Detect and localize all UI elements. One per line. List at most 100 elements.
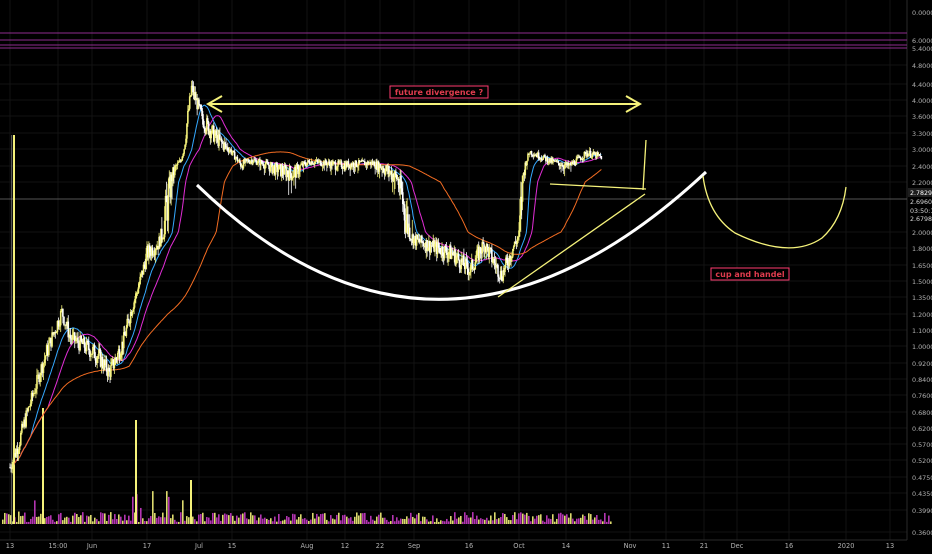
candlesticks — [9, 80, 603, 475]
candle-body — [239, 160, 241, 163]
candle-body — [566, 162, 569, 166]
candle-body — [478, 247, 481, 260]
candle-body — [401, 188, 403, 193]
candle-body — [434, 244, 436, 252]
volume-bar — [480, 518, 482, 524]
candle-body — [531, 154, 534, 156]
candle-body — [471, 259, 474, 270]
candle-body — [414, 235, 416, 239]
candle-body — [21, 423, 23, 433]
volume-bar — [580, 517, 582, 524]
candle-body — [445, 246, 448, 253]
volume-bar — [548, 518, 550, 524]
candle-body — [245, 159, 247, 161]
candle-body — [45, 345, 48, 356]
candle-body — [159, 236, 161, 247]
candle-body — [95, 360, 98, 364]
candle-body — [364, 161, 366, 166]
candle-body — [147, 246, 149, 258]
candle-body — [175, 165, 178, 166]
candle-body — [63, 316, 65, 325]
price-label-box — [908, 188, 932, 197]
candle-body — [258, 159, 260, 161]
candle-body — [394, 171, 396, 178]
candle-body — [470, 259, 473, 265]
volume-bar — [588, 513, 590, 524]
candle-body — [44, 355, 47, 360]
candle-body — [267, 162, 269, 165]
candle-body — [541, 159, 544, 161]
candle-body — [250, 159, 253, 162]
candle-body — [128, 319, 130, 324]
price-tick-label: 4.8000 — [912, 62, 932, 70]
volume-bar — [442, 520, 444, 524]
volume-bar — [88, 516, 90, 524]
candle-body — [118, 349, 121, 360]
candle-body — [136, 293, 139, 294]
volume-bar — [266, 518, 268, 524]
candle-body — [169, 176, 172, 198]
volume-bar — [218, 514, 220, 524]
candle-body — [543, 154, 545, 158]
candle-body — [102, 366, 104, 370]
volume-bar — [374, 520, 376, 524]
volume-bar — [498, 518, 500, 524]
candle-body — [39, 375, 42, 383]
volume-bar — [610, 521, 612, 524]
candle-body — [202, 119, 205, 128]
volume-bar — [540, 514, 542, 524]
candle-body — [457, 253, 460, 260]
candle-body — [513, 241, 516, 247]
candle-body — [378, 164, 381, 172]
candle-body — [559, 165, 561, 167]
annotation-box[interactable] — [710, 267, 790, 281]
time-tick-label: 21 — [700, 542, 708, 550]
candle-body — [10, 467, 12, 469]
volume-bar — [74, 512, 76, 524]
candle-body — [562, 164, 564, 167]
candle-body — [163, 220, 166, 238]
volume-bar — [134, 512, 136, 524]
candle-body — [533, 155, 536, 157]
volume-bar — [48, 516, 50, 524]
candle-body — [345, 162, 348, 166]
candle-body — [435, 242, 438, 255]
volume-bar — [564, 515, 566, 524]
candle-body — [597, 154, 600, 156]
candle-body — [148, 245, 151, 253]
candle-body — [199, 105, 202, 110]
volume-bar — [400, 518, 402, 524]
annotation-box[interactable] — [389, 85, 489, 99]
volume-bar — [496, 519, 498, 524]
candle-body — [195, 98, 198, 101]
volume-spike — [135, 420, 137, 524]
candle-body — [64, 324, 66, 326]
price-label-text: 2.6798 — [910, 216, 932, 223]
candle-body — [223, 142, 226, 150]
volume-bar — [462, 521, 464, 524]
candle-body — [356, 165, 358, 167]
candle-body — [140, 274, 142, 277]
candle-body — [264, 164, 266, 169]
volume-bar — [346, 516, 348, 524]
candle-body — [417, 238, 420, 240]
price-tick-label: 3.6000 — [912, 113, 932, 121]
price-tick-label: 1.8000 — [912, 245, 932, 253]
candle-body — [449, 245, 451, 253]
volume-bar — [214, 512, 216, 524]
volume-bar — [148, 518, 150, 524]
candle-body — [106, 371, 109, 377]
candle-body — [339, 161, 342, 163]
price-tick-label: 2.4000 — [912, 163, 932, 171]
candle-body — [524, 162, 527, 176]
volume-bar — [204, 521, 206, 524]
volume-bar — [26, 521, 28, 524]
volume-bar — [288, 517, 290, 524]
chart-grid — [0, 0, 908, 541]
volume-bar — [330, 515, 332, 524]
volume-bar — [424, 516, 426, 524]
time-tick-label: Jul — [194, 542, 203, 550]
candle-body — [354, 160, 357, 168]
candle-body — [560, 165, 562, 167]
